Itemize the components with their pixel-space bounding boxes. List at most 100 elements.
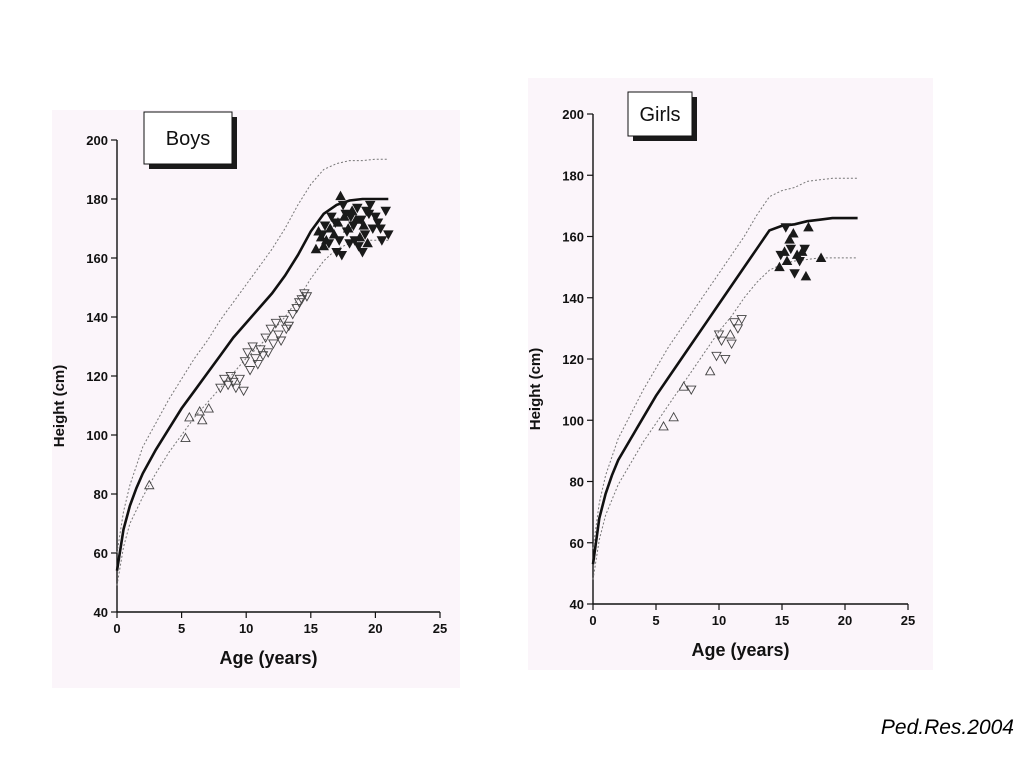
boys-data-point-triangle-down-filled (326, 212, 337, 223)
boys-reference-curve-lower (116, 239, 389, 586)
girls-data-point-triangle-down-open (726, 339, 737, 350)
girls-chart-panel: 0 5 10 15 20 25 40 60 80 100 120 140 160 180 200 Age (y… (527, 78, 933, 670)
girls-data-point-triangle-up-filled (774, 261, 785, 272)
girls-data-point-triangle-up-open (658, 420, 669, 431)
boys-y-tick-label: 140 (86, 310, 108, 325)
boys-data-point-triangle-down-open (247, 342, 258, 352)
boys-y-tick-label: 200 (86, 133, 108, 148)
boys-data-point-triangle-down-open (299, 289, 310, 299)
boys-height-chart: 0 5 10 15 20 25 40 60 80 100 120 140 160 180 200 Age (y… (51, 111, 447, 668)
boys-data-point-triangle-down-open (291, 304, 302, 314)
boys-chart-title: Boys (166, 128, 210, 150)
boys-data-point-triangle-down-filled (344, 239, 355, 249)
boys-data-point-triangle-down-open (228, 377, 239, 388)
boys-data-point-triangle-up-filled (335, 190, 346, 201)
girls-data-point-triangle-down-open (713, 330, 725, 340)
girls-data-point-triangle-down-filled (794, 256, 805, 267)
boys-y-tick-label: 40 (94, 605, 108, 620)
boys-data-point-triangle-down-open (257, 351, 269, 361)
boys-x-tick-label: 5 (178, 621, 185, 636)
girls-x-axis-label: Age (years) (691, 640, 789, 660)
girls-data-point-triangle-up-filled (788, 228, 799, 238)
girls-data-point-triangle-down-filled (775, 250, 787, 261)
boys-reference-curve-median (115, 197, 389, 571)
boys-data-point-triangle-down-open (262, 348, 274, 358)
boys-data-point-triangle-down-filled (380, 206, 392, 217)
girls-title-box (627, 91, 693, 137)
boys-y-tick-label: 120 (86, 369, 108, 384)
boys-data-point-triangle-down-open (249, 354, 261, 364)
girls-height-chart: 0 5 10 15 20 25 40 60 80 100 120 140 160 180 200 Age (y… (527, 91, 915, 660)
boys-data-point-triangle-down-open (244, 366, 256, 376)
girls-y-tick-label: 60 (570, 536, 584, 551)
boys-data-point-triangle-down-open (222, 380, 234, 391)
boys-data-point-triangle-down-open (265, 324, 277, 335)
boys-data-point-triangle-down-filled (370, 212, 381, 223)
boys-data-point-triangle-down-filled (341, 227, 353, 237)
girls-y-tick-label: 80 (570, 475, 584, 490)
boys-data-point-triangle-down-filled (361, 206, 372, 217)
girls-data-point-triangle-up-open (668, 411, 679, 422)
girls-data-point-triangle-down-filled (789, 269, 800, 279)
boys-data-point-triangle-down-open (301, 292, 313, 302)
boys-y-tick-label: 80 (94, 487, 108, 502)
boys-data-point-triangle-down-filled (359, 230, 371, 240)
boys-data-point-triangle-down-filled (364, 200, 376, 211)
girls-reference-curve-lower (592, 257, 858, 580)
boys-data-point-triangle-down-filled (319, 221, 331, 231)
boys-x-tick-label: 25 (433, 621, 447, 636)
boys-data-point-triangle-down-filled (348, 221, 359, 231)
girls-x-tick-label: 5 (652, 613, 659, 628)
boys-data-point-triangle-down-filled (317, 230, 328, 240)
boys-chart-panel: 0 5 10 15 20 25 40 60 80 100 120 140 160 180 200 Age (y… (51, 110, 460, 688)
boys-title-box (143, 111, 233, 165)
girls-data-point-triangle-down-open (728, 318, 740, 328)
boys-x-tick-label: 20 (368, 621, 382, 636)
girls-y-tick-label: 140 (562, 291, 584, 306)
girls-y-axis-label: Height (cm) (527, 348, 544, 431)
girls-data-point-triangle-down-open (716, 336, 727, 347)
girls-reference-curve-upper (592, 177, 858, 549)
boys-data-point-triangle-up-filled (358, 220, 370, 230)
boys-data-point-triangle-up-open (180, 432, 191, 442)
boys-x-tick-label: 15 (304, 621, 318, 636)
girls-data-point-triangle-down-filled (785, 244, 797, 255)
boys-x-tick-label: 0 (113, 621, 120, 636)
boys-data-point-triangle-up-open (184, 411, 195, 422)
girls-data-point-triangle-down-open (720, 354, 731, 365)
boys-data-point-triangle-down-filled (337, 200, 349, 211)
boys-data-point-triangle-down-filled (333, 236, 345, 246)
girls-x-tick-label: 10 (712, 613, 726, 628)
boys-data-point-triangle-up-open (197, 414, 208, 425)
girls-data-point-triangle-up-open (704, 365, 716, 376)
girls-y-tick-label: 200 (562, 107, 584, 122)
boys-data-point-triangle-down-filled (345, 212, 357, 223)
boys-data-point-triangle-down-open (275, 336, 287, 347)
boys-data-point-triangle-down-open (255, 345, 266, 355)
girls-chart-title: Girls (639, 104, 680, 126)
boys-data-point-triangle-up-filled (324, 223, 336, 233)
girls-y-tick-label: 100 (562, 413, 584, 428)
girls-data-point-triangle-down-filled (780, 223, 792, 233)
girls-data-point-triangle-down-open (686, 385, 697, 396)
boys-y-tick-label: 160 (86, 251, 108, 266)
boys-data-point-triangle-down-filled (367, 224, 379, 234)
boys-x-tick-label: 10 (239, 621, 253, 636)
boys-data-point-triangle-down-filled (376, 236, 388, 246)
boys-data-point-triangle-down-open (296, 295, 308, 305)
girls-data-point-triangle-up-filled (781, 255, 793, 266)
boys-data-point-triangle-up-filled (328, 228, 340, 239)
boys-y-axis-label: Height (cm) (51, 365, 68, 448)
boys-data-point-triangle-down-open (287, 309, 298, 320)
boys-x-axis-label: Age (years) (219, 648, 317, 668)
girls-y-tick-label: 180 (562, 168, 584, 183)
girls-x-tick-label: 15 (775, 613, 789, 628)
boys-data-point-triangle-down-filled (357, 248, 368, 258)
boys-data-point-triangle-down-open (215, 383, 226, 394)
boys-y-tick-label: 100 (86, 428, 108, 443)
girls-x-tick-label: 20 (838, 613, 852, 628)
boys-data-point-triangle-down-filled (375, 224, 386, 234)
boys-data-point-triangle-down-filled (355, 215, 367, 226)
boys-data-point-triangle-down-filled (340, 209, 351, 220)
boys-y-tick-label: 60 (94, 546, 108, 561)
